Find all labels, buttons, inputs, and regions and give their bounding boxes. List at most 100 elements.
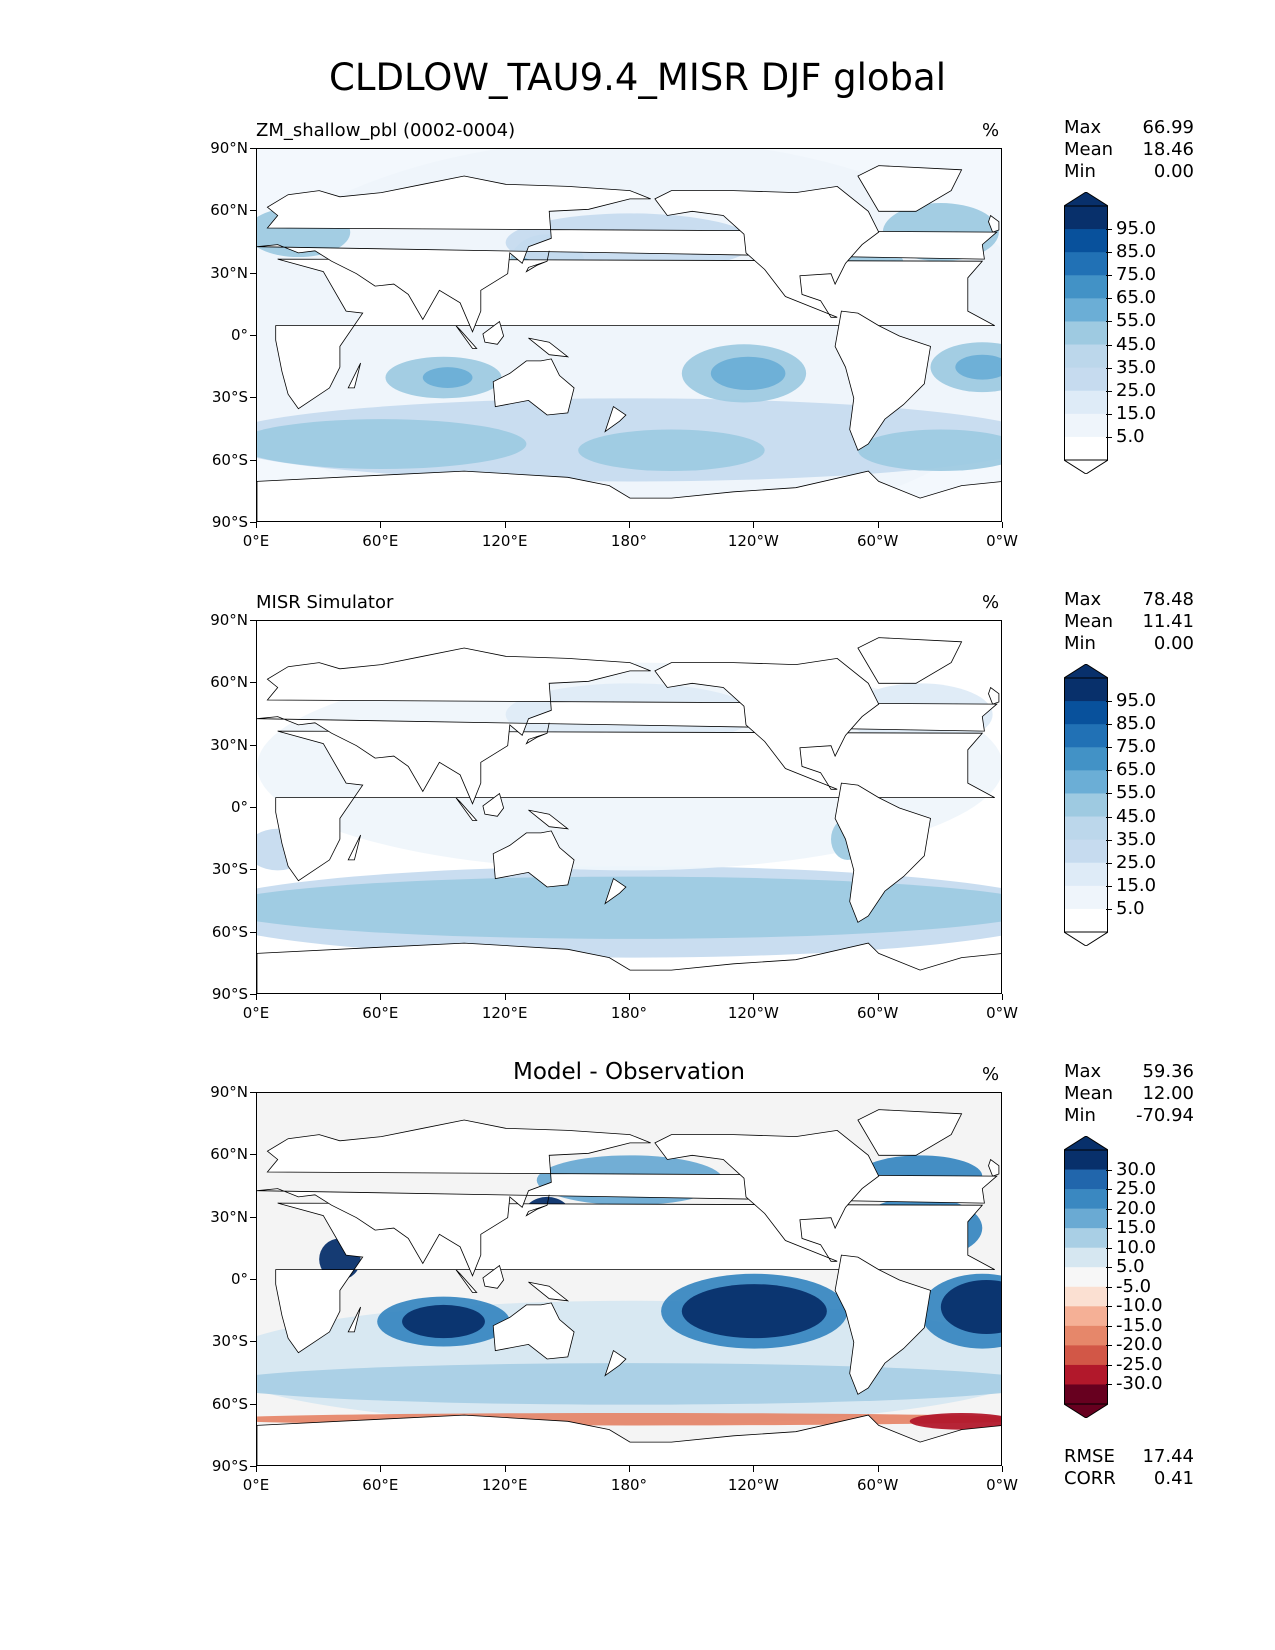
coastline [257,470,1001,521]
coastline [857,165,963,212]
lat-tick-label: 30°N [210,1207,248,1226]
colorbar-wrapper [1062,1135,1110,1419]
colorbar-tick-mark [1106,1306,1112,1308]
lat-tick-label: 30°S [211,1332,248,1351]
stat-value: -70.94 [1135,1105,1194,1126]
contour-region [402,1304,485,1339]
lon-tick-label: 60°E [362,1004,399,1022]
coastline [257,1414,1001,1465]
colorbar-tick-label: 25.0 [1116,851,1157,873]
map-plot [256,1092,1002,1466]
colorbar-tick-label: 95.0 [1116,218,1157,240]
lon-tick-mark [753,994,755,1000]
colorbar-segment [1064,1345,1108,1366]
lat-tick-label: 60°S [211,450,248,469]
lon-tick-label: 60°E [362,1476,399,1494]
colorbar-segment [1064,436,1108,461]
colorbar-segment [1064,229,1108,253]
stat-rmse: RMSE 17.44 [1064,1446,1194,1468]
lat-tick-mark [250,744,256,746]
contour-region [940,1280,1001,1335]
lon-tick-mark [380,994,382,1000]
coastline [528,1281,570,1302]
stat-value: 59.36 [1142,1061,1194,1082]
colorbar-tick-label: 10.0 [1116,1236,1157,1258]
stat-min: Min -70.94 [1064,1105,1194,1127]
coastline [482,792,505,817]
colorbar-tick-mark [1106,724,1112,726]
colorbar-segment [1064,1325,1108,1346]
colorbar-tick-mark [1106,229,1112,231]
colorbar-segment [1064,678,1108,702]
colorbar-tick-mark [1106,770,1112,772]
coastline [257,175,998,333]
lat-tick-label: 90°N [210,139,248,157]
colorbar-tick-label: 55.0 [1116,310,1157,332]
stat-min: Min 0.00 [1064,161,1194,183]
stat-max: Max 59.36 [1064,1061,1194,1083]
coastlines [257,637,1001,993]
lon-tick-mark [504,994,506,1000]
colorbar-segment [1064,1306,1108,1327]
lat-tick-label: 30°N [210,735,248,754]
colorbar-segment [1064,1208,1108,1229]
stats-box: Max 66.99 Mean 18.46 Min 0.00 [1064,117,1194,183]
coastline [834,782,931,923]
contour-region [857,429,1001,472]
lat-tick-mark [250,620,256,621]
lon-tick-label: 180° [610,1004,648,1022]
colorbar-tick-label: 5.0 [1116,897,1145,919]
lat-tick-label: 60°S [211,922,248,941]
colorbar-tick-mark [1106,1286,1112,1288]
coastline [257,942,1001,993]
colorbar-extend-top [1062,663,1110,679]
lat-tick-mark [250,1092,256,1093]
coastline [492,1302,575,1360]
lon-tick-label: 0°W [986,532,1018,550]
lon-tick-mark [629,1466,630,1472]
colorbar-wrapper [1062,663,1110,947]
colorbar-tick-mark [1106,908,1112,910]
stat-mean: Mean 12.00 [1064,1083,1194,1105]
lon-tick-mark [629,994,630,1000]
lat-tick-label: 90°N [210,611,248,629]
colorbar-segment [1064,390,1108,415]
lon-tick-mark [753,522,755,528]
lon-tick-label: 120°W [727,1004,779,1022]
colorbar-tick-mark [1106,275,1112,277]
lon-tick-label: 120°E [481,1476,528,1494]
lat-tick-mark [250,994,256,995]
colorbar-extend-bottom [1062,1403,1110,1419]
lat-tick-label: 0° [230,1270,248,1288]
colorbar-tick-label: 5.0 [1116,425,1145,447]
stat-label: Mean [1064,1083,1114,1104]
map-svg [257,149,1001,521]
coastline [347,834,361,861]
coastline [654,1129,880,1262]
map-svg [257,621,1001,993]
colorbar-segment [1064,321,1108,346]
lon-tick-mark [877,1466,879,1472]
colorbar-segment [1064,862,1108,887]
lon-tick-mark [256,1466,257,1472]
lon-tick-label: 0°E [242,532,270,550]
lon-tick-mark [877,994,879,1000]
colorbar-wrapper [1062,191,1110,475]
colorbar-tick-label: 35.0 [1116,356,1157,378]
lon-tick-label: 120°W [727,532,779,550]
lat-tick-label: 90°S [211,513,248,531]
contour-region [422,367,473,388]
coastline [857,1109,963,1156]
stat-mean: Mean 11.41 [1064,611,1194,633]
coastline [604,405,627,433]
lon-tick-mark [380,522,382,528]
stat-label: Min [1064,633,1096,654]
colorbar-tick-label: 75.0 [1116,264,1157,286]
stat-max: Max 66.99 [1064,117,1194,139]
lat-tick-mark [250,1341,256,1343]
colorbar-segment [1064,1189,1108,1210]
lat-tick-mark [250,210,256,212]
colorbar-tick-mark [1106,252,1112,254]
stat-value: 18.46 [1142,139,1194,160]
coastline [257,647,998,805]
